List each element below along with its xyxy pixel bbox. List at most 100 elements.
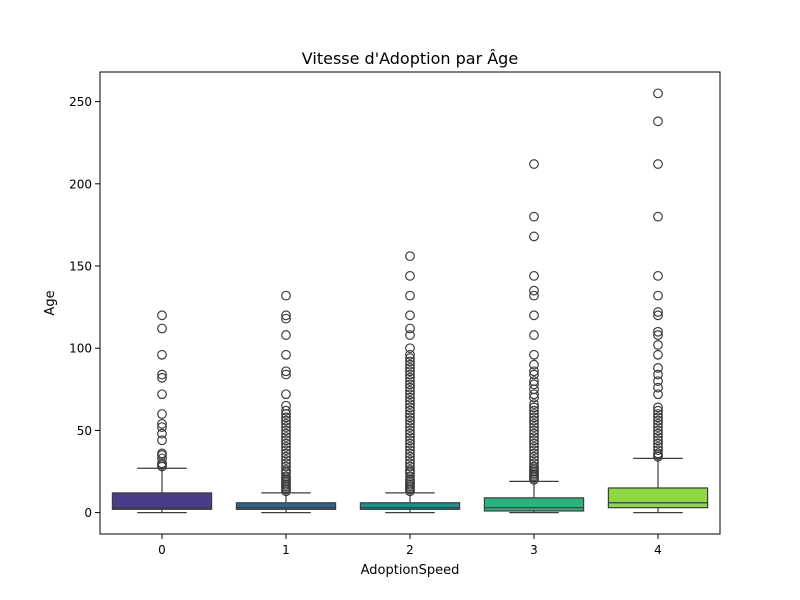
- outlier-point: [653, 428, 663, 439]
- outlier-point: [653, 159, 663, 169]
- outlier-point: [653, 389, 663, 400]
- box-group-0: [111, 310, 213, 514]
- outlier-point: [281, 425, 291, 436]
- outlier-point: [653, 412, 663, 423]
- outlier-point: [653, 418, 663, 429]
- y-tick-label: 100: [69, 342, 92, 356]
- outlier-point: [281, 412, 291, 423]
- x-axis-label: AdoptionSpeed: [361, 563, 460, 578]
- outlier-point: [653, 340, 663, 350]
- outlier-point: [405, 359, 415, 370]
- outlier-point: [529, 359, 539, 370]
- x-axis: 0 1 2 3 4: [158, 534, 662, 557]
- outlier-point: [405, 461, 415, 472]
- outlier-point: [405, 363, 415, 373]
- outlier-point: [529, 428, 539, 439]
- plot-area: [111, 88, 709, 514]
- outlier-point: [281, 405, 291, 416]
- outlier-point: [281, 330, 291, 340]
- outlier-point: [405, 402, 415, 413]
- outlier-point: [405, 389, 415, 400]
- outlier-point: [405, 372, 415, 383]
- outlier-point: [405, 376, 415, 386]
- outlier-point: [281, 464, 291, 475]
- outlier-point: [653, 415, 663, 426]
- chart-title: Vitesse d'Adoption par Âge: [302, 49, 518, 68]
- outlier-point: [653, 409, 663, 419]
- outlier-point: [157, 453, 167, 464]
- outlier-point: [281, 415, 291, 426]
- outlier-point: [529, 369, 539, 380]
- outlier-point: [529, 405, 539, 416]
- outlier-point: [405, 369, 415, 380]
- y-axis-label: Age: [43, 290, 58, 315]
- outlier-point: [281, 422, 291, 433]
- outlier-point: [405, 356, 415, 367]
- outlier-point: [157, 418, 167, 429]
- outlier-point: [529, 389, 539, 400]
- y-axis: 0 50 100 150 200 250: [69, 95, 100, 520]
- outlier-point: [405, 323, 415, 334]
- outlier-point: [281, 445, 291, 456]
- outlier-point: [653, 422, 663, 433]
- outlier-point: [653, 349, 663, 360]
- outlier-point: [157, 389, 167, 400]
- outlier-point: [529, 415, 539, 426]
- outlier-point: [653, 402, 663, 413]
- outlier-point: [529, 418, 539, 429]
- outlier-point: [405, 458, 415, 469]
- outlier-point: [529, 435, 539, 446]
- outlier-point: [405, 399, 415, 410]
- outlier-point: [529, 349, 539, 360]
- outlier-point: [529, 455, 539, 465]
- outlier-point: [529, 285, 539, 296]
- y-tick-label: 0: [84, 506, 92, 520]
- outlier-point: [405, 392, 415, 403]
- y-tick-label: 200: [69, 177, 92, 191]
- outlier-point: [405, 418, 415, 429]
- outlier-point: [405, 445, 415, 456]
- outlier-point: [653, 405, 663, 416]
- outlier-point: [653, 330, 663, 340]
- outlier-point: [281, 458, 291, 469]
- outlier-point: [529, 441, 539, 452]
- outlier-point: [405, 438, 415, 449]
- x-tick-label: 3: [530, 543, 538, 557]
- outlier-point: [281, 400, 291, 411]
- outlier-point: [529, 231, 539, 242]
- outlier-point: [529, 432, 539, 442]
- outlier-point: [281, 438, 291, 449]
- outlier-point: [157, 349, 167, 360]
- outlier-point: [529, 451, 539, 462]
- outlier-point: [405, 251, 415, 262]
- outlier-point: [405, 310, 415, 321]
- outlier-point: [405, 382, 415, 393]
- outlier-point: [405, 455, 415, 465]
- outlier-point: [281, 369, 291, 380]
- outlier-point: [653, 425, 663, 436]
- outlier-point: [529, 159, 539, 169]
- outlier-point: [529, 384, 539, 395]
- outlier-point: [157, 428, 167, 439]
- outlier-point: [653, 445, 663, 456]
- outlier-point: [281, 428, 291, 439]
- outlier-point: [281, 418, 291, 429]
- box-group-3: [483, 159, 585, 514]
- box-group-2: [359, 251, 461, 514]
- outlier-point: [405, 349, 415, 360]
- outlier-point: [405, 366, 415, 377]
- outlier-point: [281, 313, 291, 324]
- outlier-point: [529, 461, 539, 472]
- box-group-4: [607, 88, 709, 514]
- outlier-point: [405, 395, 415, 406]
- outlier-point: [405, 412, 415, 423]
- outlier-point: [405, 330, 415, 340]
- outlier-point: [653, 438, 663, 449]
- outlier-point: [405, 290, 415, 301]
- outlier-point: [529, 376, 539, 386]
- outlier-point: [405, 415, 415, 426]
- outlier-point: [405, 435, 415, 446]
- outlier-point: [405, 422, 415, 433]
- x-tick-label: 0: [158, 543, 166, 557]
- outlier-point: [529, 458, 539, 469]
